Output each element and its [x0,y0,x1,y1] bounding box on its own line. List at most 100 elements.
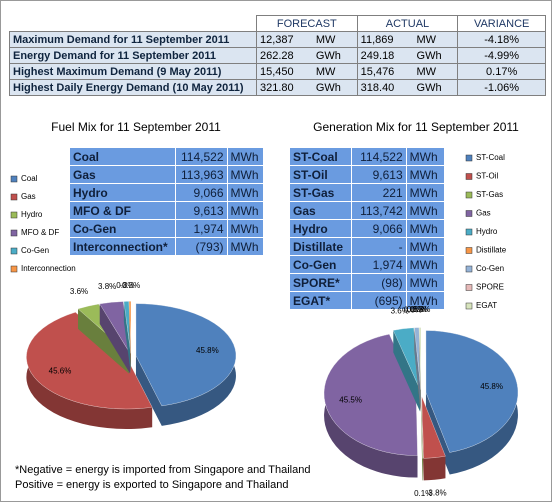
name: ST-Gas [288,183,353,202]
data-label: 45.8% [480,382,503,391]
row-label: Maximum Demand for 11 September 2011 [9,31,257,48]
legend-label: Gas [21,192,36,201]
name: Hydro [69,183,176,202]
slice-top [123,301,131,354]
unit: MW [312,31,358,48]
value: 12,387 [255,31,313,48]
value: 318.40 [356,79,414,96]
slice-side [26,312,153,430]
pie-slice [323,334,418,478]
legend-label: Gas [476,209,491,218]
unit: MWh [405,219,446,238]
unit: MWh [405,237,446,256]
unit: MWh [226,219,265,238]
name: SPORE* [288,273,353,292]
slice-top [419,327,422,390]
slice-top [323,334,418,456]
slice-top [425,330,519,453]
name: EGAT* [288,291,353,310]
unit: MW [413,63,459,80]
legend-label: ST-Gas [476,190,503,199]
value: 9,613 [174,201,228,220]
unit: MWh [226,165,265,184]
row: Gas 113,963 MWh [69,165,265,184]
legend-swatch [10,193,18,201]
legend-label: Coal [21,174,38,183]
footnote: Positive = energy is exported to Singapo… [15,479,289,491]
value: 11,869 [356,31,414,48]
data-label: 0.8% [116,281,134,290]
slice-top [420,396,424,459]
row: Hydro 9,066 MWh [288,219,446,238]
legend-swatch [465,191,473,199]
name: Co-Gen [288,255,353,274]
slice-side [78,304,129,374]
unit: MWh [405,291,446,310]
row-label: Highest Maximum Demand (9 May 2011) [9,63,257,80]
data-label: 3.8% [98,282,116,291]
name: MFO & DF [69,201,176,220]
row: Distillate - MWh [288,237,446,256]
legend-label: Co-Gen [21,246,49,255]
legend-swatch [10,229,18,237]
unit: MWh [405,147,446,166]
pie-slice [425,330,519,475]
value: 15,476 [356,63,414,80]
footnote: *Negative = energy is imported from Sing… [15,464,311,476]
legend-label: Interconnection [21,264,76,273]
unit: GWh [413,79,459,96]
value: 321.80 [255,79,313,96]
legend-label: ST-Oil [476,172,498,181]
legend-label: MFO & DF [21,228,59,237]
pie-slice [393,327,421,412]
data-label: 45.8% [196,346,219,355]
slice-top [393,327,421,390]
name: Co-Gen [69,219,176,238]
data-label: 45.5% [339,396,362,405]
pie-slice [419,327,422,412]
pie-slice [26,312,153,430]
unit: GWh [312,47,358,64]
value: 1,974 [351,255,407,274]
value: 249.18 [356,47,414,64]
row: ST-Gas 221 MWh [288,183,446,202]
name: Gas [69,165,176,184]
pie-slice [123,301,131,374]
row: Hydro 9,066 MWh [69,183,265,202]
row: EGAT* (695) MWh [288,291,446,310]
row: Highest Daily Energy Demand (10 May 2011… [9,79,546,96]
row: Interconnection* (793) MWh [69,237,265,256]
row: MFO & DF 9,613 MWh [69,201,265,220]
row-label: Energy Demand for 11 September 2011 [9,47,257,64]
slice-top [99,301,131,354]
name: Hydro [288,219,353,238]
row-label: Highest Daily Energy Demand (10 May 2011… [9,79,257,96]
legend-label: Hydro [476,227,498,236]
data-label: 0.0% [404,305,422,314]
legend-swatch [10,175,18,183]
data-label: -0.3% [119,281,140,290]
name: ST-Coal [288,147,353,166]
chart-title: Fuel Mix for 11 September 2011 [51,120,221,134]
row: ST-Coal 114,522 MWh [288,147,446,166]
unit: MWh [405,273,446,292]
legend-swatch [10,265,18,273]
pie-slice [135,303,237,426]
data-label: 0.0% [410,305,428,314]
data-label: 3.8% [428,488,446,497]
generation-table: ST-Coal 114,522 MWh ST-Oil 9,613 MWh ST-Gas 221… [288,147,446,310]
name: ST-Oil [288,165,353,184]
summary-table: FORECAST ACTUAL VARIANCE Maximum Demand for… [9,15,546,96]
legend-label: Hydro [21,210,43,219]
data-label: 0.1% [414,489,432,498]
slice-top [135,303,237,407]
unit: MWh [405,201,446,220]
name: Distillate [288,237,353,256]
value: 114,522 [351,147,407,166]
legend-swatch [465,284,473,291]
chart-title: Generation Mix for 11 September 2011 [313,120,519,134]
value: (695) [351,291,407,310]
name: Interconnection* [69,237,176,256]
unit: MWh [226,147,265,166]
